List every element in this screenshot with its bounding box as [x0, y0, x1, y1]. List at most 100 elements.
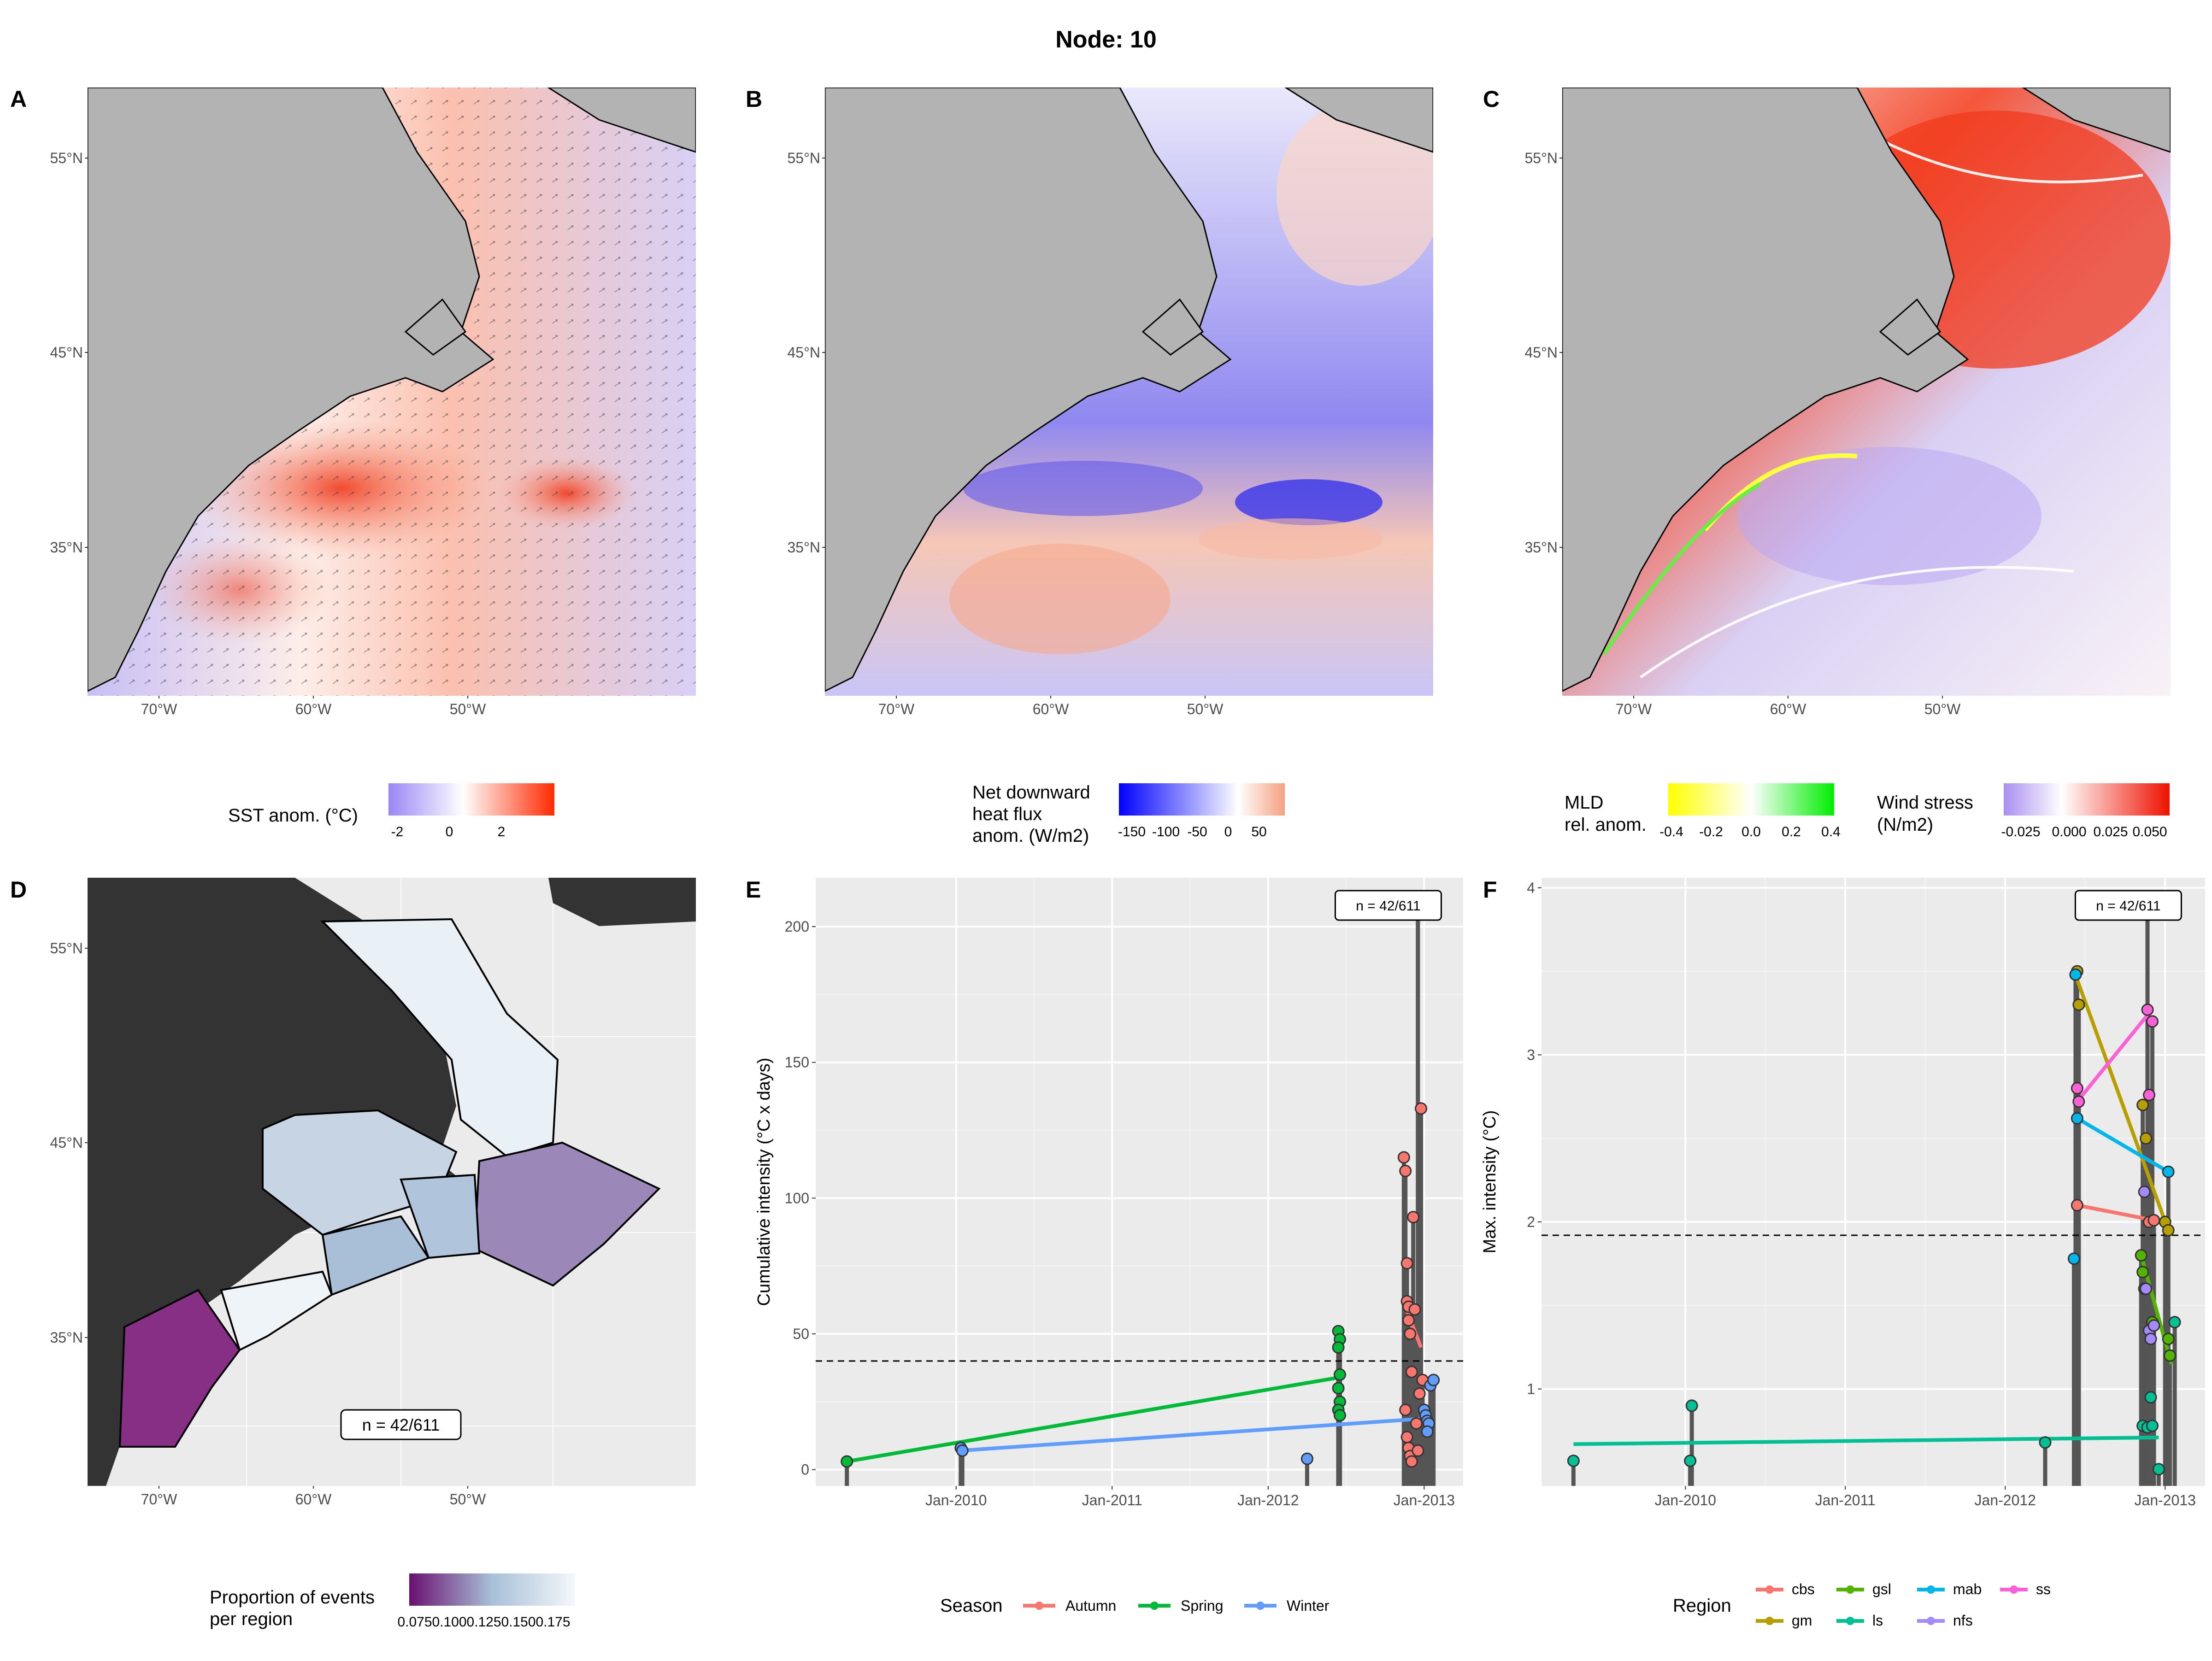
legend-proportion-title-line: Proportion of events [210, 1587, 375, 1608]
legend-region-label: ls [1872, 1612, 1883, 1629]
region-gm [400, 1174, 481, 1259]
map-lat-tick: 35°N [50, 539, 83, 556]
data-point-spring [1334, 1409, 1347, 1422]
panel-a-map [88, 88, 696, 696]
y-tick-label: 100 [785, 1190, 809, 1206]
map-lon-tick: 60°W [295, 1491, 332, 1508]
panel-label-f: F [1483, 877, 1497, 903]
map-lon-tick: 50°W [450, 701, 486, 717]
x-tick-label: Jan-2012 [1975, 1492, 2036, 1508]
panel-label-b: B [746, 86, 762, 112]
land-mass [825, 88, 1232, 692]
map-lon-tick: 70°W [141, 1491, 177, 1508]
y-tick-label: 3 [1527, 1046, 1535, 1063]
legend-mld-tick: -0.4 [1659, 824, 1683, 839]
legend-wind-colorbar [2004, 783, 2170, 816]
map-lat-tick: 45°N [50, 344, 83, 361]
data-point-ss [2072, 1095, 2085, 1108]
map-lat-tick: 35°N [1525, 539, 1558, 556]
map-lat-tick: 45°N [1525, 344, 1558, 361]
legend-wind-tick: 0.050 [2132, 824, 2167, 839]
legend-proportion: Proportion of events per region 0.075 0.… [210, 1573, 575, 1630]
data-point-autumn [1410, 1417, 1423, 1430]
legend-sst-title: SST anom. (°C) [228, 805, 358, 826]
map-lon-tick: 60°W [1033, 701, 1069, 717]
panel-label-c: C [1483, 86, 1500, 112]
legend-heatflux-title-line: heat flux [972, 804, 1042, 824]
data-point-autumn [1413, 1387, 1426, 1400]
legend-sst-colorbar [388, 783, 554, 816]
panel-f-chart: 1 2 3 4 Jan-2010 Jan-2011 Jan-2012 Jan-2013 Max.… [1480, 878, 2205, 1508]
trend-line-cbs [2077, 1203, 2154, 1222]
data-point-autumn [1407, 1211, 1420, 1224]
data-point-mab [2069, 968, 2082, 981]
x-tick-label: Jan-2012 [1237, 1492, 1299, 1508]
legend-heatflux: Net downward heat flux anom. (W/m2) -150… [972, 782, 1285, 846]
data-point-gsl [2164, 1349, 2177, 1362]
legend-wind-title-line: Wind stress [1877, 792, 1973, 813]
legend-mld-tick: 0.0 [1741, 824, 1761, 839]
map-lat-tick: 55°N [1525, 150, 1558, 166]
x-tick-label: Jan-2011 [1815, 1492, 1876, 1508]
legend-proportion-tick: 0.150 [501, 1614, 535, 1630]
data-point-winter [1421, 1425, 1434, 1438]
legend-heatflux-tick: -150 [1118, 824, 1146, 839]
data-point-winter [956, 1444, 969, 1457]
legend-season-swatch [1035, 1602, 1043, 1610]
count-annotation: n = 42/611 [1356, 898, 1420, 914]
data-point-mab [2071, 1112, 2083, 1125]
panel-d-count: n = 42/611 [362, 1415, 440, 1434]
data-point-ls [2144, 1391, 2157, 1404]
plot-background [1541, 878, 2205, 1486]
data-point-autumn [1400, 1257, 1413, 1270]
y-tick-label: 150 [785, 1054, 809, 1071]
map-lat-tick: 55°N [788, 150, 821, 166]
map-lon-tick: 70°W [1616, 701, 1652, 717]
data-point-ls [2039, 1436, 2052, 1449]
data-point-autumn [1405, 1366, 1418, 1378]
data-point-autumn [1405, 1455, 1418, 1468]
legend-mld: MLD rel. anom. -0.4 -0.2 0.0 0.2 0.4 [1565, 783, 1841, 839]
legend-wind-tick: 0.025 [2093, 824, 2128, 839]
land-mass [88, 88, 494, 692]
legend-proportion-colorbar [409, 1573, 575, 1606]
data-point-autumn [1412, 1444, 1424, 1457]
data-point-ls [1567, 1455, 1580, 1467]
legend-region-label: gm [1792, 1612, 1812, 1629]
legend-sst-tick: -2 [391, 824, 404, 839]
map-lat-tick: 55°N [50, 940, 83, 957]
map-lat-tick: 45°N [788, 344, 821, 361]
data-point-spring [1332, 1341, 1345, 1354]
legend-wind: Wind stress (N/m2) -0.025 0.000 0.025 0.… [1877, 783, 2170, 839]
legend-mld-title-line: rel. anom. [1565, 815, 1647, 835]
legend-region-label: ss [2036, 1581, 2051, 1597]
y-tick-label: 0 [801, 1461, 809, 1478]
data-point-autumn [1399, 1164, 1412, 1177]
trend-line-spring [847, 1375, 1341, 1463]
legend-proportion-tick: 0.100 [432, 1614, 466, 1630]
y-tick-label: 2 [1527, 1214, 1535, 1230]
legend-season-label: Spring [1181, 1597, 1224, 1614]
data-point-ls [1685, 1399, 1698, 1412]
data-point-gm [2162, 1224, 2175, 1237]
legend-season-swatch [1150, 1602, 1159, 1610]
legend-wind-tick: 0.000 [2052, 824, 2086, 839]
count-annotation: n = 42/611 [2096, 898, 2160, 914]
legend-wind-tick: -0.025 [2001, 824, 2040, 839]
map-lon-tick: 50°W [1187, 701, 1224, 717]
land-mass [1562, 88, 1969, 692]
data-point-ss [2071, 1082, 2083, 1095]
panel-d-map [88, 878, 696, 1486]
data-point-nfs [2144, 1332, 2157, 1345]
panel-label-a: A [10, 86, 27, 112]
legend-proportion-tick: 0.125 [466, 1614, 501, 1630]
region-mab [220, 1270, 333, 1351]
map-axis-ticks: 55°N 45°N 35°N 70°W 60°W 50°W 55°N 45°N 35°N 70°W… [50, 150, 1961, 1508]
y-axis-label: Cumulative intensity (°C x days) [754, 1058, 774, 1306]
map-lon-tick: 70°W [141, 701, 177, 717]
data-point-ss [2141, 1003, 2154, 1016]
map-lon-tick: 60°W [295, 701, 332, 717]
legend-proportion-tick: 0.075 [397, 1614, 432, 1630]
x-tick-label: Jan-2010 [925, 1492, 987, 1508]
